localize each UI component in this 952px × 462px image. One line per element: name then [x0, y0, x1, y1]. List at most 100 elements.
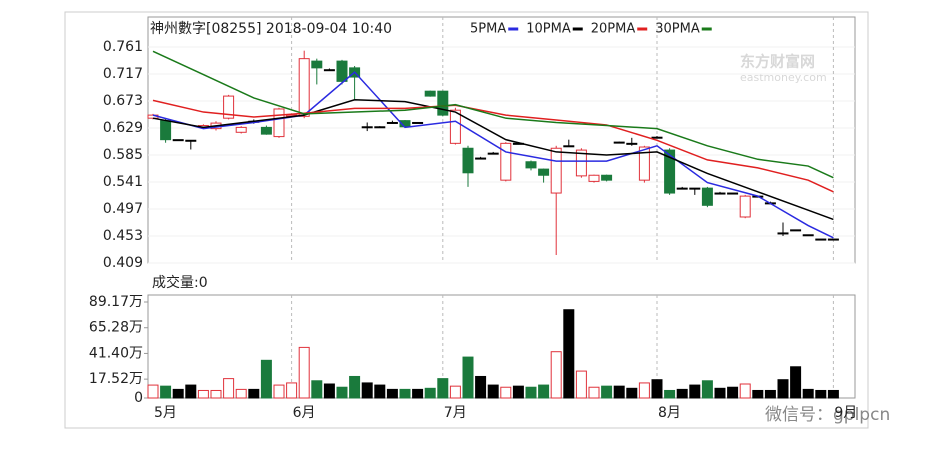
- volume-bar: [210, 389, 222, 399]
- candle-body: [475, 157, 487, 160]
- ma-line: [152, 99, 834, 221]
- candle-body: [449, 109, 461, 144]
- candle-body: [487, 152, 499, 155]
- volume-bar: [487, 384, 499, 399]
- volume-bar: [575, 370, 587, 399]
- y-tick-label: 0.453: [103, 228, 143, 244]
- y-tick-label: 0.541: [103, 174, 143, 190]
- y-tick-label: 0.673: [103, 93, 143, 109]
- volume-bar: [172, 388, 184, 399]
- legend-label: 30PMA: [655, 22, 700, 37]
- volume-bar: [311, 380, 323, 399]
- candle-body: [651, 136, 663, 139]
- volume-bar: [701, 380, 713, 399]
- y-tick-label: 65.28万: [89, 320, 143, 336]
- volume-bar: [802, 388, 814, 399]
- volume-bar: [626, 387, 638, 399]
- candle-body: [689, 187, 701, 190]
- y-tick-label: 0.629: [103, 120, 143, 136]
- volume-bar: [235, 388, 247, 399]
- volume-bar: [147, 384, 159, 399]
- y-tick-label: 0.409: [103, 255, 143, 271]
- candle-body: [172, 139, 184, 142]
- candle-body: [185, 139, 197, 142]
- y-tick-label: 0.497: [103, 201, 143, 217]
- volume-bar: [437, 378, 449, 399]
- volume-bar: [563, 309, 575, 399]
- candle-body: [412, 121, 424, 124]
- ma-line: [152, 71, 834, 239]
- watermark: eastmoney.com: [740, 71, 827, 84]
- candle-body: [386, 121, 398, 124]
- y-tick-label: 0.761: [103, 39, 143, 55]
- candle-body: [676, 187, 688, 190]
- x-tick-label: 9月: [834, 405, 857, 421]
- legend-label: 10PMA: [526, 22, 571, 37]
- volume-bar: [424, 387, 436, 399]
- candle-body: [437, 90, 449, 116]
- volume-bar: [525, 386, 537, 399]
- x-tick-label: 6月: [293, 405, 316, 421]
- volume-bar: [374, 384, 386, 399]
- volume-bar: [764, 389, 776, 399]
- volume-bar: [752, 389, 764, 399]
- volume-bar: [550, 351, 562, 399]
- watermark: 东方财富网: [740, 53, 815, 71]
- volume-bar: [588, 386, 600, 399]
- volume-bar: [412, 388, 424, 399]
- candle-body: [311, 60, 323, 69]
- volume-bar: [323, 383, 335, 399]
- candle-body: [374, 126, 386, 129]
- chart-title: 神州數字[08255] 2018-09-04 10:40: [150, 21, 392, 37]
- candle-body: [550, 147, 562, 194]
- volume-bar: [601, 385, 613, 399]
- legend-label: 20PMA: [591, 22, 636, 37]
- candle-body: [575, 149, 587, 177]
- candle-body: [336, 60, 348, 82]
- legend-label: 5PMA: [470, 22, 506, 37]
- volume-label: 成交量:0: [152, 274, 208, 291]
- candle-body: [424, 90, 436, 97]
- candle-body: [827, 238, 839, 241]
- candle-body: [538, 168, 550, 176]
- candle-body: [613, 141, 625, 144]
- volume-bar: [462, 356, 474, 399]
- candle-body: [815, 238, 827, 241]
- y-tick-label: 41.40万: [89, 345, 143, 361]
- volume-bar: [260, 359, 272, 399]
- volume-bar: [399, 388, 411, 399]
- volume-bar: [273, 384, 285, 399]
- y-tick-label: 0.717: [103, 66, 143, 82]
- volume-bar: [248, 388, 260, 399]
- y-tick-label: 0.585: [103, 147, 143, 163]
- candle-body: [802, 234, 814, 237]
- volume-bar: [512, 385, 524, 399]
- candle-body: [638, 146, 650, 181]
- volume-bar: [336, 386, 348, 399]
- candle-body: [626, 142, 638, 145]
- volume-bar: [185, 384, 197, 399]
- volume-bar: [777, 379, 789, 399]
- candle-body: [298, 58, 310, 117]
- candle-body: [323, 69, 335, 72]
- ma-line: [152, 99, 834, 193]
- volume-bar: [160, 385, 172, 399]
- candle-body: [500, 142, 512, 181]
- candle-body: [714, 192, 726, 195]
- candle-body: [260, 126, 272, 135]
- volume-bar: [298, 346, 310, 399]
- candle-body: [235, 126, 247, 133]
- candle-body: [601, 174, 613, 181]
- volume-bar: [197, 389, 209, 399]
- candle-body: [588, 174, 600, 182]
- volume-bar: [651, 379, 663, 399]
- x-tick-label: 7月: [444, 405, 467, 421]
- volume-bar: [714, 387, 726, 399]
- candle-body: [160, 120, 172, 141]
- candle-body: [525, 161, 537, 169]
- y-tick-label: 89.17万: [89, 294, 143, 310]
- ma-line: [152, 50, 834, 179]
- candle-body: [223, 95, 235, 119]
- volume-bar: [827, 389, 839, 399]
